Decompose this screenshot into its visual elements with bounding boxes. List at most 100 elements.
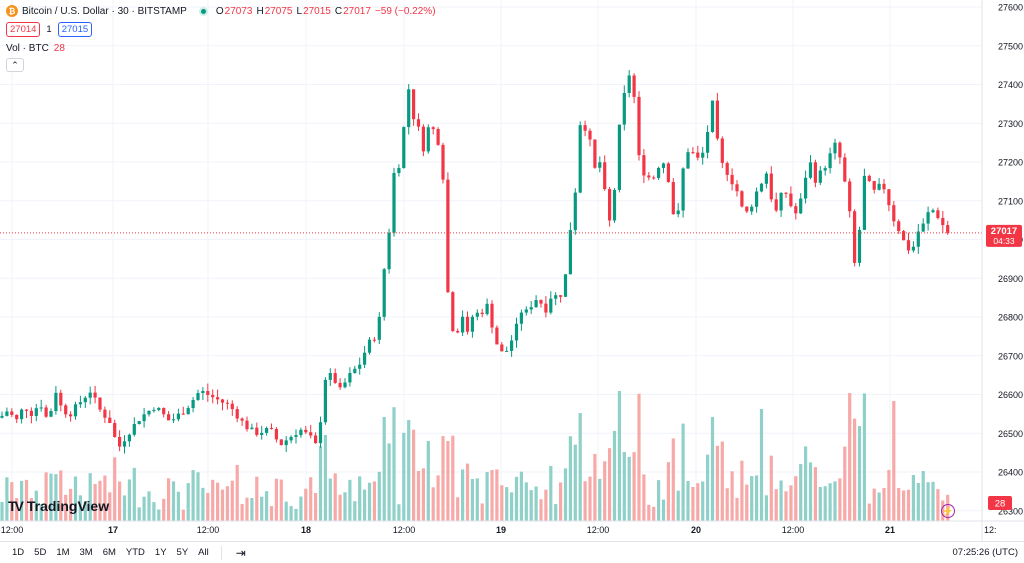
- volume-bar: [730, 471, 734, 521]
- symbol-row[interactable]: ₿ Bitcoin / U.S. Dollar · 30 · BITSTAMP …: [6, 4, 440, 18]
- candle-body: [524, 309, 528, 313]
- candle-body: [916, 231, 920, 247]
- candle-body: [799, 198, 803, 214]
- volume-bar: [529, 490, 533, 521]
- volume-bar: [593, 453, 597, 521]
- volume-bar: [804, 446, 808, 521]
- volume-bar: [666, 462, 670, 521]
- candle-body: [897, 221, 901, 232]
- candle-body: [49, 411, 53, 417]
- collapse-legend-button[interactable]: ⌃: [6, 58, 24, 72]
- candle-body: [510, 340, 514, 351]
- volume-bar: [500, 485, 504, 521]
- candle-body: [843, 157, 847, 182]
- timeframe-ytd[interactable]: YTD: [125, 547, 145, 558]
- volume-bar: [657, 480, 661, 521]
- candle-body: [5, 411, 9, 416]
- timeframe-6m[interactable]: 6M: [102, 547, 116, 558]
- buy-button[interactable]: 27015: [57, 21, 93, 37]
- volume-bar: [118, 481, 122, 521]
- price-tick-label: 27300: [998, 119, 1023, 129]
- candle-body: [804, 177, 808, 199]
- candle-body: [701, 152, 705, 158]
- low-value: 27015: [303, 5, 331, 17]
- candle-body: [78, 402, 82, 405]
- tradingview-logo[interactable]: TV TradingView: [8, 498, 109, 514]
- volume-bar: [838, 478, 842, 521]
- volume-bar: [539, 499, 543, 521]
- change-value: −59 (−0.22%): [374, 5, 436, 17]
- volume-bar: [456, 497, 460, 521]
- volume-bar: [279, 479, 283, 521]
- volume-bar: [608, 448, 612, 521]
- volume-bar: [54, 474, 58, 521]
- candle-body: [220, 399, 225, 403]
- candle-body: [461, 316, 465, 333]
- volume-bar: [916, 482, 920, 521]
- time-tick-label: 20: [691, 525, 701, 535]
- bottom-toolbar: 1D 5D 1M 3M 6M YTD 1Y 5Y All ⇥ 07:25:26 …: [0, 541, 1024, 563]
- candle-body: [230, 403, 234, 410]
- flash-icon[interactable]: ⚡: [941, 504, 955, 518]
- timeframe-5d[interactable]: 5D: [34, 547, 47, 558]
- candle-body: [828, 153, 832, 169]
- time-scale: 12:00 17 12:00 18 12:00 19 12:00 20 12:00 21 12:: [1, 525, 997, 535]
- candle-body: [539, 300, 543, 304]
- timeframe-5y[interactable]: 5Y: [176, 547, 189, 558]
- volume-bar: [20, 480, 24, 521]
- candle-body: [475, 312, 479, 317]
- candle-body: [755, 191, 759, 207]
- candle-body: [666, 163, 670, 183]
- price-tick-label: 27500: [998, 41, 1023, 51]
- volume-bar: [387, 443, 391, 521]
- candle-body: [559, 295, 563, 297]
- volume-bar: [823, 486, 827, 521]
- candle-body: [740, 191, 744, 207]
- candle-body: [250, 427, 254, 430]
- volume-bar: [49, 473, 53, 521]
- candle-body: [652, 177, 656, 179]
- candle-body: [152, 410, 156, 412]
- volume-bar: [407, 420, 411, 521]
- candle-body: [122, 441, 127, 447]
- candle-body: [15, 414, 19, 420]
- volume-legend[interactable]: Vol · BTC 28: [6, 41, 440, 55]
- timeframe-1d[interactable]: 1D: [12, 547, 25, 558]
- utc-clock[interactable]: 07:25:26 (UTC): [952, 547, 1018, 558]
- volume-bar: [818, 486, 822, 521]
- time-tick-label: 12:00: [587, 525, 610, 535]
- sell-button[interactable]: 27014: [6, 21, 41, 37]
- volume-bar: [265, 491, 269, 521]
- candle-body: [377, 316, 381, 340]
- candle-body: [93, 392, 97, 398]
- date-range-icon[interactable]: ⇥: [235, 545, 246, 560]
- volume-bar: [216, 482, 220, 521]
- timeframe-1y[interactable]: 1Y: [154, 547, 167, 558]
- volume-bar: [397, 504, 401, 521]
- spread-value: 1: [46, 23, 52, 35]
- volume-bar: [255, 476, 259, 521]
- candle-body: [514, 323, 519, 341]
- candle-body: [872, 181, 876, 190]
- volume-bar: [470, 479, 474, 521]
- candle-body: [789, 193, 793, 207]
- low-label: L: [296, 5, 303, 17]
- candle-body: [544, 303, 548, 313]
- timeframe-all[interactable]: All: [198, 547, 209, 558]
- volume-bar: [147, 491, 151, 521]
- volume-bar: [412, 429, 416, 521]
- timeframe-3m[interactable]: 3M: [79, 547, 93, 558]
- volume-bar: [706, 454, 710, 521]
- candle-body: [456, 331, 460, 333]
- candle-body: [367, 339, 372, 353]
- volume-bar: [235, 465, 239, 521]
- candle-body: [29, 410, 33, 416]
- candle-body: [769, 173, 773, 200]
- symbol-title[interactable]: Bitcoin / U.S. Dollar · 30 · BITSTAMP: [22, 5, 187, 17]
- volume-bar: [701, 481, 705, 521]
- candle-body: [882, 183, 886, 190]
- timeframe-1m[interactable]: 1M: [56, 547, 70, 558]
- market-status-icon[interactable]: [198, 6, 208, 16]
